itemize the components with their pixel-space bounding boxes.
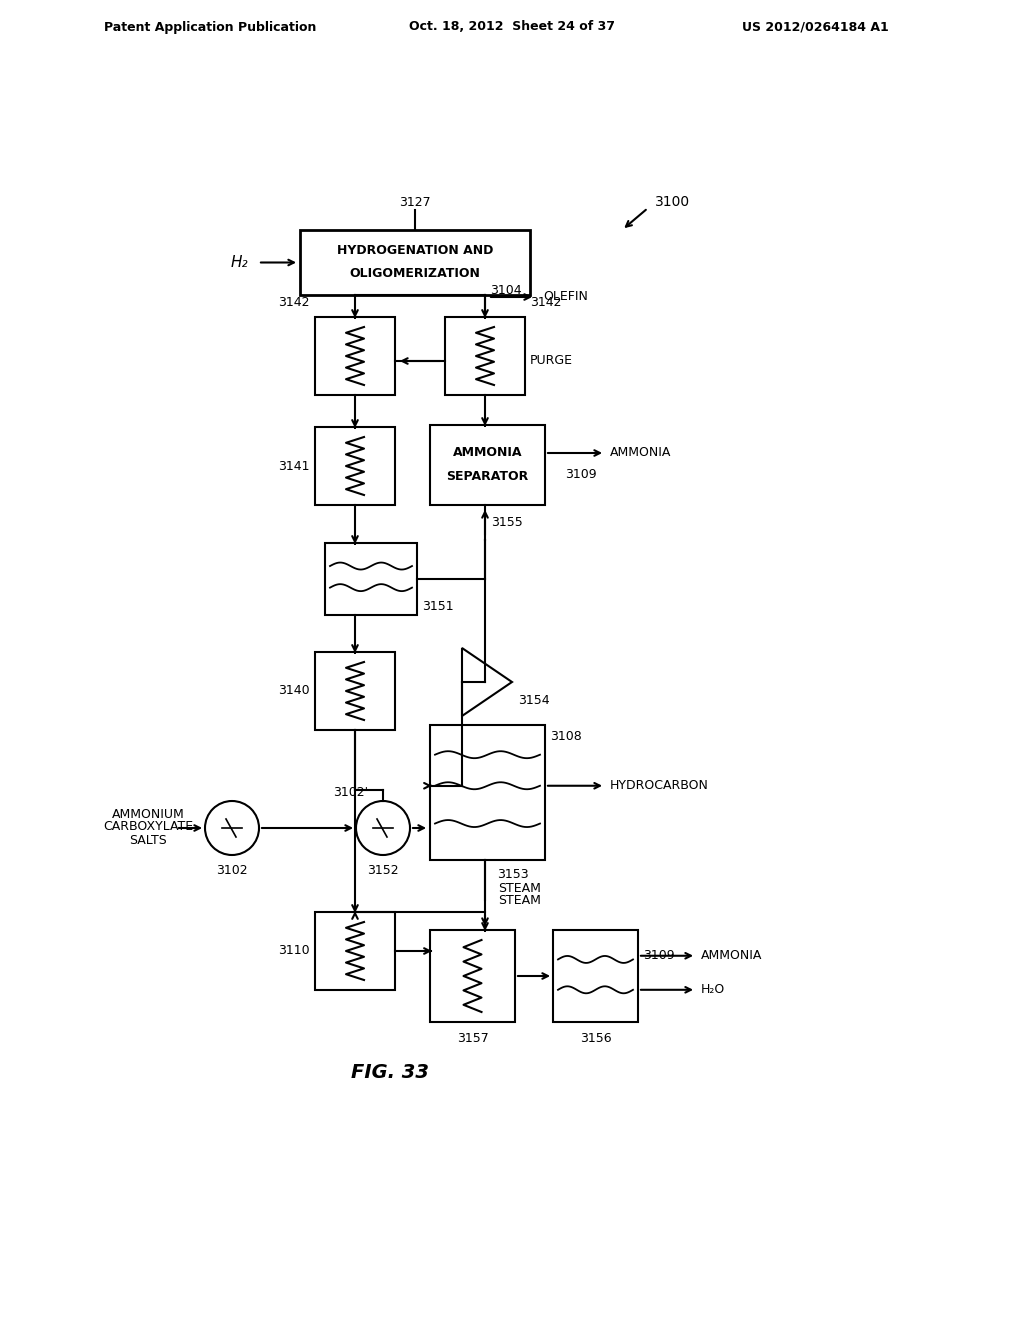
Text: OLEFIN: OLEFIN xyxy=(543,290,588,304)
Bar xyxy=(430,931,515,1022)
Bar xyxy=(553,931,638,1022)
Text: 3140: 3140 xyxy=(279,685,310,697)
Text: 3104: 3104 xyxy=(490,284,521,297)
Bar xyxy=(315,426,395,506)
Text: H₂O: H₂O xyxy=(701,983,725,997)
Text: PURGE: PURGE xyxy=(530,355,573,367)
Text: CARBOXYLATE: CARBOXYLATE xyxy=(103,821,194,833)
Bar xyxy=(430,425,545,506)
Text: 3153: 3153 xyxy=(498,869,529,882)
Text: SEPARATOR: SEPARATOR xyxy=(446,470,528,483)
Text: STEAM: STEAM xyxy=(499,894,542,907)
Text: HYDROGENATION AND: HYDROGENATION AND xyxy=(337,244,494,257)
Bar xyxy=(430,725,545,861)
Text: 3110: 3110 xyxy=(279,945,310,957)
Text: Patent Application Publication: Patent Application Publication xyxy=(103,21,316,33)
Text: FIG. 33: FIG. 33 xyxy=(351,1063,429,1081)
Text: 3157: 3157 xyxy=(457,1031,488,1044)
Text: OLIGOMERIZATION: OLIGOMERIZATION xyxy=(349,267,480,280)
Text: AMMONIA: AMMONIA xyxy=(701,949,763,962)
Bar xyxy=(315,317,395,395)
Text: 3152: 3152 xyxy=(368,863,398,876)
Text: 3154: 3154 xyxy=(518,693,550,706)
Text: 3109: 3109 xyxy=(643,949,675,962)
Text: 3142: 3142 xyxy=(279,297,310,309)
Text: 3151: 3151 xyxy=(422,601,454,614)
Text: AMMONIA: AMMONIA xyxy=(610,446,672,459)
Text: 3108: 3108 xyxy=(550,730,582,743)
Text: 3142: 3142 xyxy=(530,297,561,309)
Text: STEAM: STEAM xyxy=(499,882,542,895)
Bar xyxy=(445,317,525,395)
Text: 3127: 3127 xyxy=(399,195,431,209)
Bar xyxy=(315,652,395,730)
Text: 3100: 3100 xyxy=(655,195,690,209)
Text: 3155: 3155 xyxy=(490,516,522,529)
Bar xyxy=(315,912,395,990)
Text: 3141: 3141 xyxy=(279,459,310,473)
Text: 3102: 3102 xyxy=(216,863,248,876)
Text: 3156: 3156 xyxy=(580,1031,611,1044)
Bar xyxy=(300,230,530,294)
Bar xyxy=(325,543,417,615)
Text: 3102': 3102' xyxy=(333,785,368,799)
Text: AMMONIA: AMMONIA xyxy=(453,446,522,459)
Text: US 2012/0264184 A1: US 2012/0264184 A1 xyxy=(741,21,889,33)
Text: 3109: 3109 xyxy=(565,469,597,480)
Text: AMMONIUM: AMMONIUM xyxy=(112,808,184,821)
Text: Oct. 18, 2012  Sheet 24 of 37: Oct. 18, 2012 Sheet 24 of 37 xyxy=(409,21,615,33)
Text: SALTS: SALTS xyxy=(129,833,167,846)
Text: H₂: H₂ xyxy=(230,255,248,271)
Text: HYDROCARBON: HYDROCARBON xyxy=(610,779,709,792)
